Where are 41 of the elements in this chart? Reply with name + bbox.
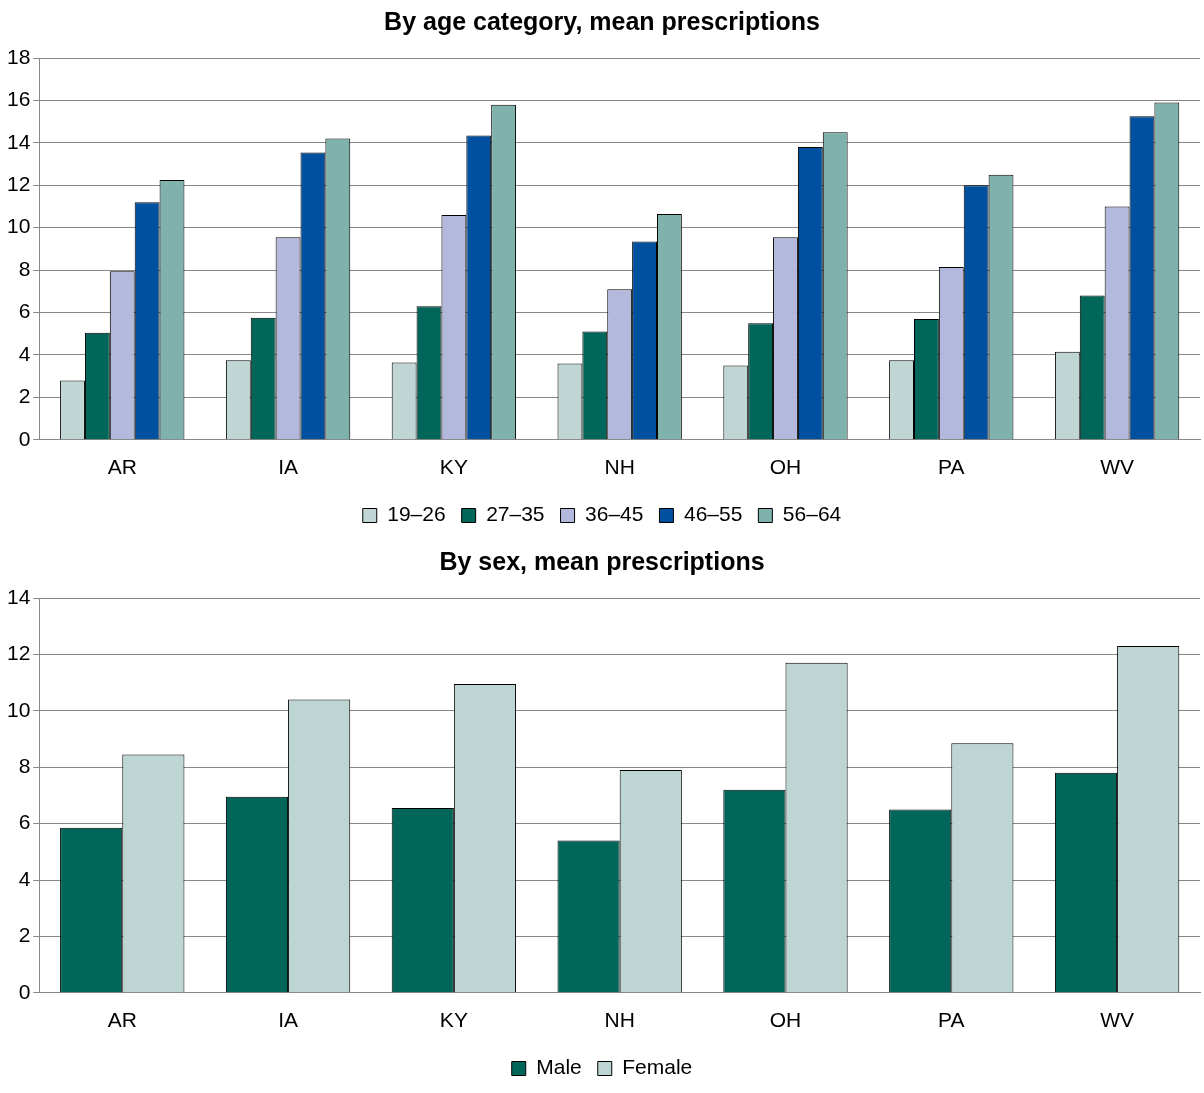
x-tick-label: PA xyxy=(938,455,965,479)
legend-label: 27–35 xyxy=(486,502,545,526)
y-tick-label: 18 xyxy=(7,44,31,68)
y-tick-label: 0 xyxy=(18,979,31,1003)
y-tick-label: 8 xyxy=(18,256,31,280)
y-tick-label: 0 xyxy=(18,426,31,450)
legend-label: 46–55 xyxy=(683,502,743,526)
x-tick-label: NH xyxy=(604,1008,635,1032)
y-tick-label: 4 xyxy=(18,341,31,365)
y-tick-label: 2 xyxy=(18,923,31,947)
chart-title: By age category, mean prescriptions xyxy=(384,6,820,35)
x-tick-label: OH xyxy=(769,1008,802,1032)
x-tick-label: WV xyxy=(1100,455,1135,479)
legend-label: 56–64 xyxy=(782,502,842,526)
x-tick-label: NH xyxy=(604,455,635,479)
y-tick-label: 8 xyxy=(18,754,31,777)
y-tick-label: 14 xyxy=(7,584,31,608)
y-tick-label: 12 xyxy=(7,641,31,665)
legend-label: 36–45 xyxy=(585,502,644,526)
x-tick-label: PA xyxy=(938,1008,965,1032)
y-tick-label: 10 xyxy=(7,214,31,238)
y-tick-label: 14 xyxy=(7,129,31,153)
x-tick-label: KY xyxy=(439,1008,468,1032)
x-tick-label: IA xyxy=(278,455,298,479)
y-tick-label: 16 xyxy=(7,87,31,111)
x-tick-label: OH xyxy=(769,455,802,479)
y-tick-label: 4 xyxy=(18,866,31,890)
x-tick-label: AR xyxy=(107,1008,137,1032)
x-tick-label: AR xyxy=(107,455,137,479)
y-tick-label: 12 xyxy=(7,172,31,196)
y-tick-label: 2 xyxy=(18,384,31,408)
y-tick-label: 6 xyxy=(18,810,31,834)
legend-label: Male xyxy=(536,1055,582,1079)
x-tick-label: WV xyxy=(1100,1008,1135,1032)
x-tick-label: KY xyxy=(439,455,468,479)
y-tick-label: 10 xyxy=(7,697,31,721)
chart-title: By sex, mean prescriptions xyxy=(439,546,765,575)
y-tick-label: 6 xyxy=(18,299,31,323)
legend-label: 19–26 xyxy=(387,502,446,526)
legend-label: Female xyxy=(622,1055,693,1079)
x-tick-label: IA xyxy=(278,1008,298,1032)
